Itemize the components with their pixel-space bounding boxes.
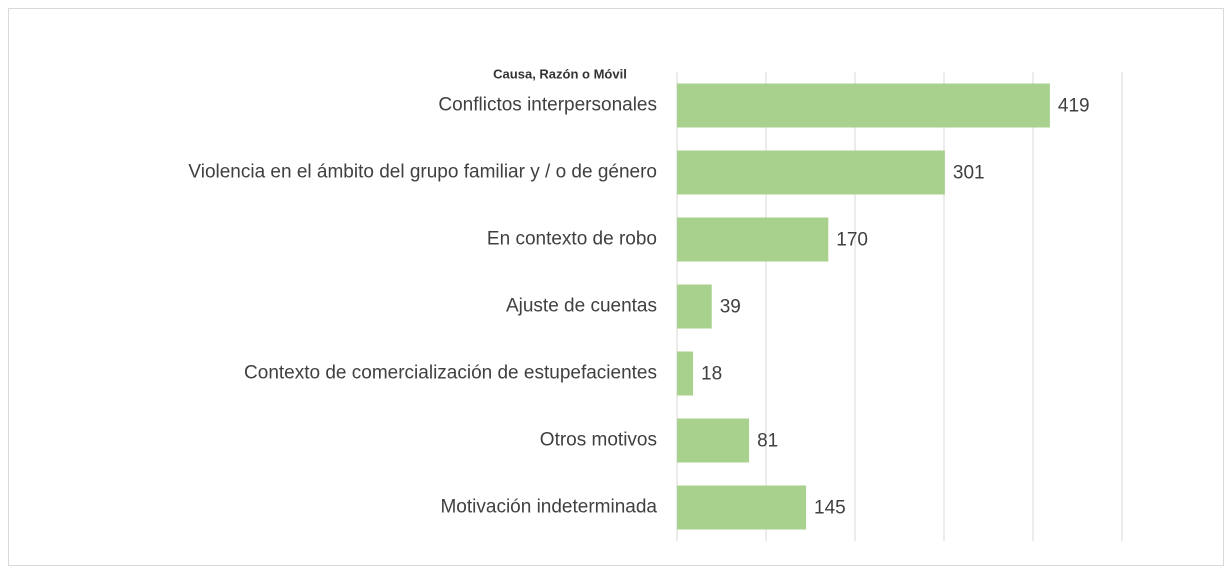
bar <box>677 284 712 329</box>
category-label: Otros motivos <box>540 430 657 451</box>
bar <box>677 485 807 530</box>
value-label: 39 <box>720 297 741 318</box>
category-label: Contexto de comercialización de estupefa… <box>244 363 657 384</box>
category-label: Motivación indeterminada <box>440 497 657 518</box>
bar <box>677 83 1050 128</box>
chart-title: Causa, Razón o Móvil <box>493 66 627 81</box>
bar <box>677 351 694 396</box>
value-label: 145 <box>814 498 846 519</box>
value-label: 18 <box>701 364 722 385</box>
category-label: Ajuste de cuentas <box>506 296 657 317</box>
category-label: Violencia en el ámbito del grupo familia… <box>188 162 657 183</box>
category-label: Conflictos interpersonales <box>438 95 657 116</box>
value-label: 301 <box>953 163 985 184</box>
bar <box>677 418 750 463</box>
bar <box>677 150 945 195</box>
value-label: 170 <box>836 230 868 251</box>
value-label: 419 <box>1058 96 1090 117</box>
bar <box>677 217 829 262</box>
value-label: 81 <box>757 431 778 452</box>
category-label: En contexto de robo <box>487 229 657 250</box>
